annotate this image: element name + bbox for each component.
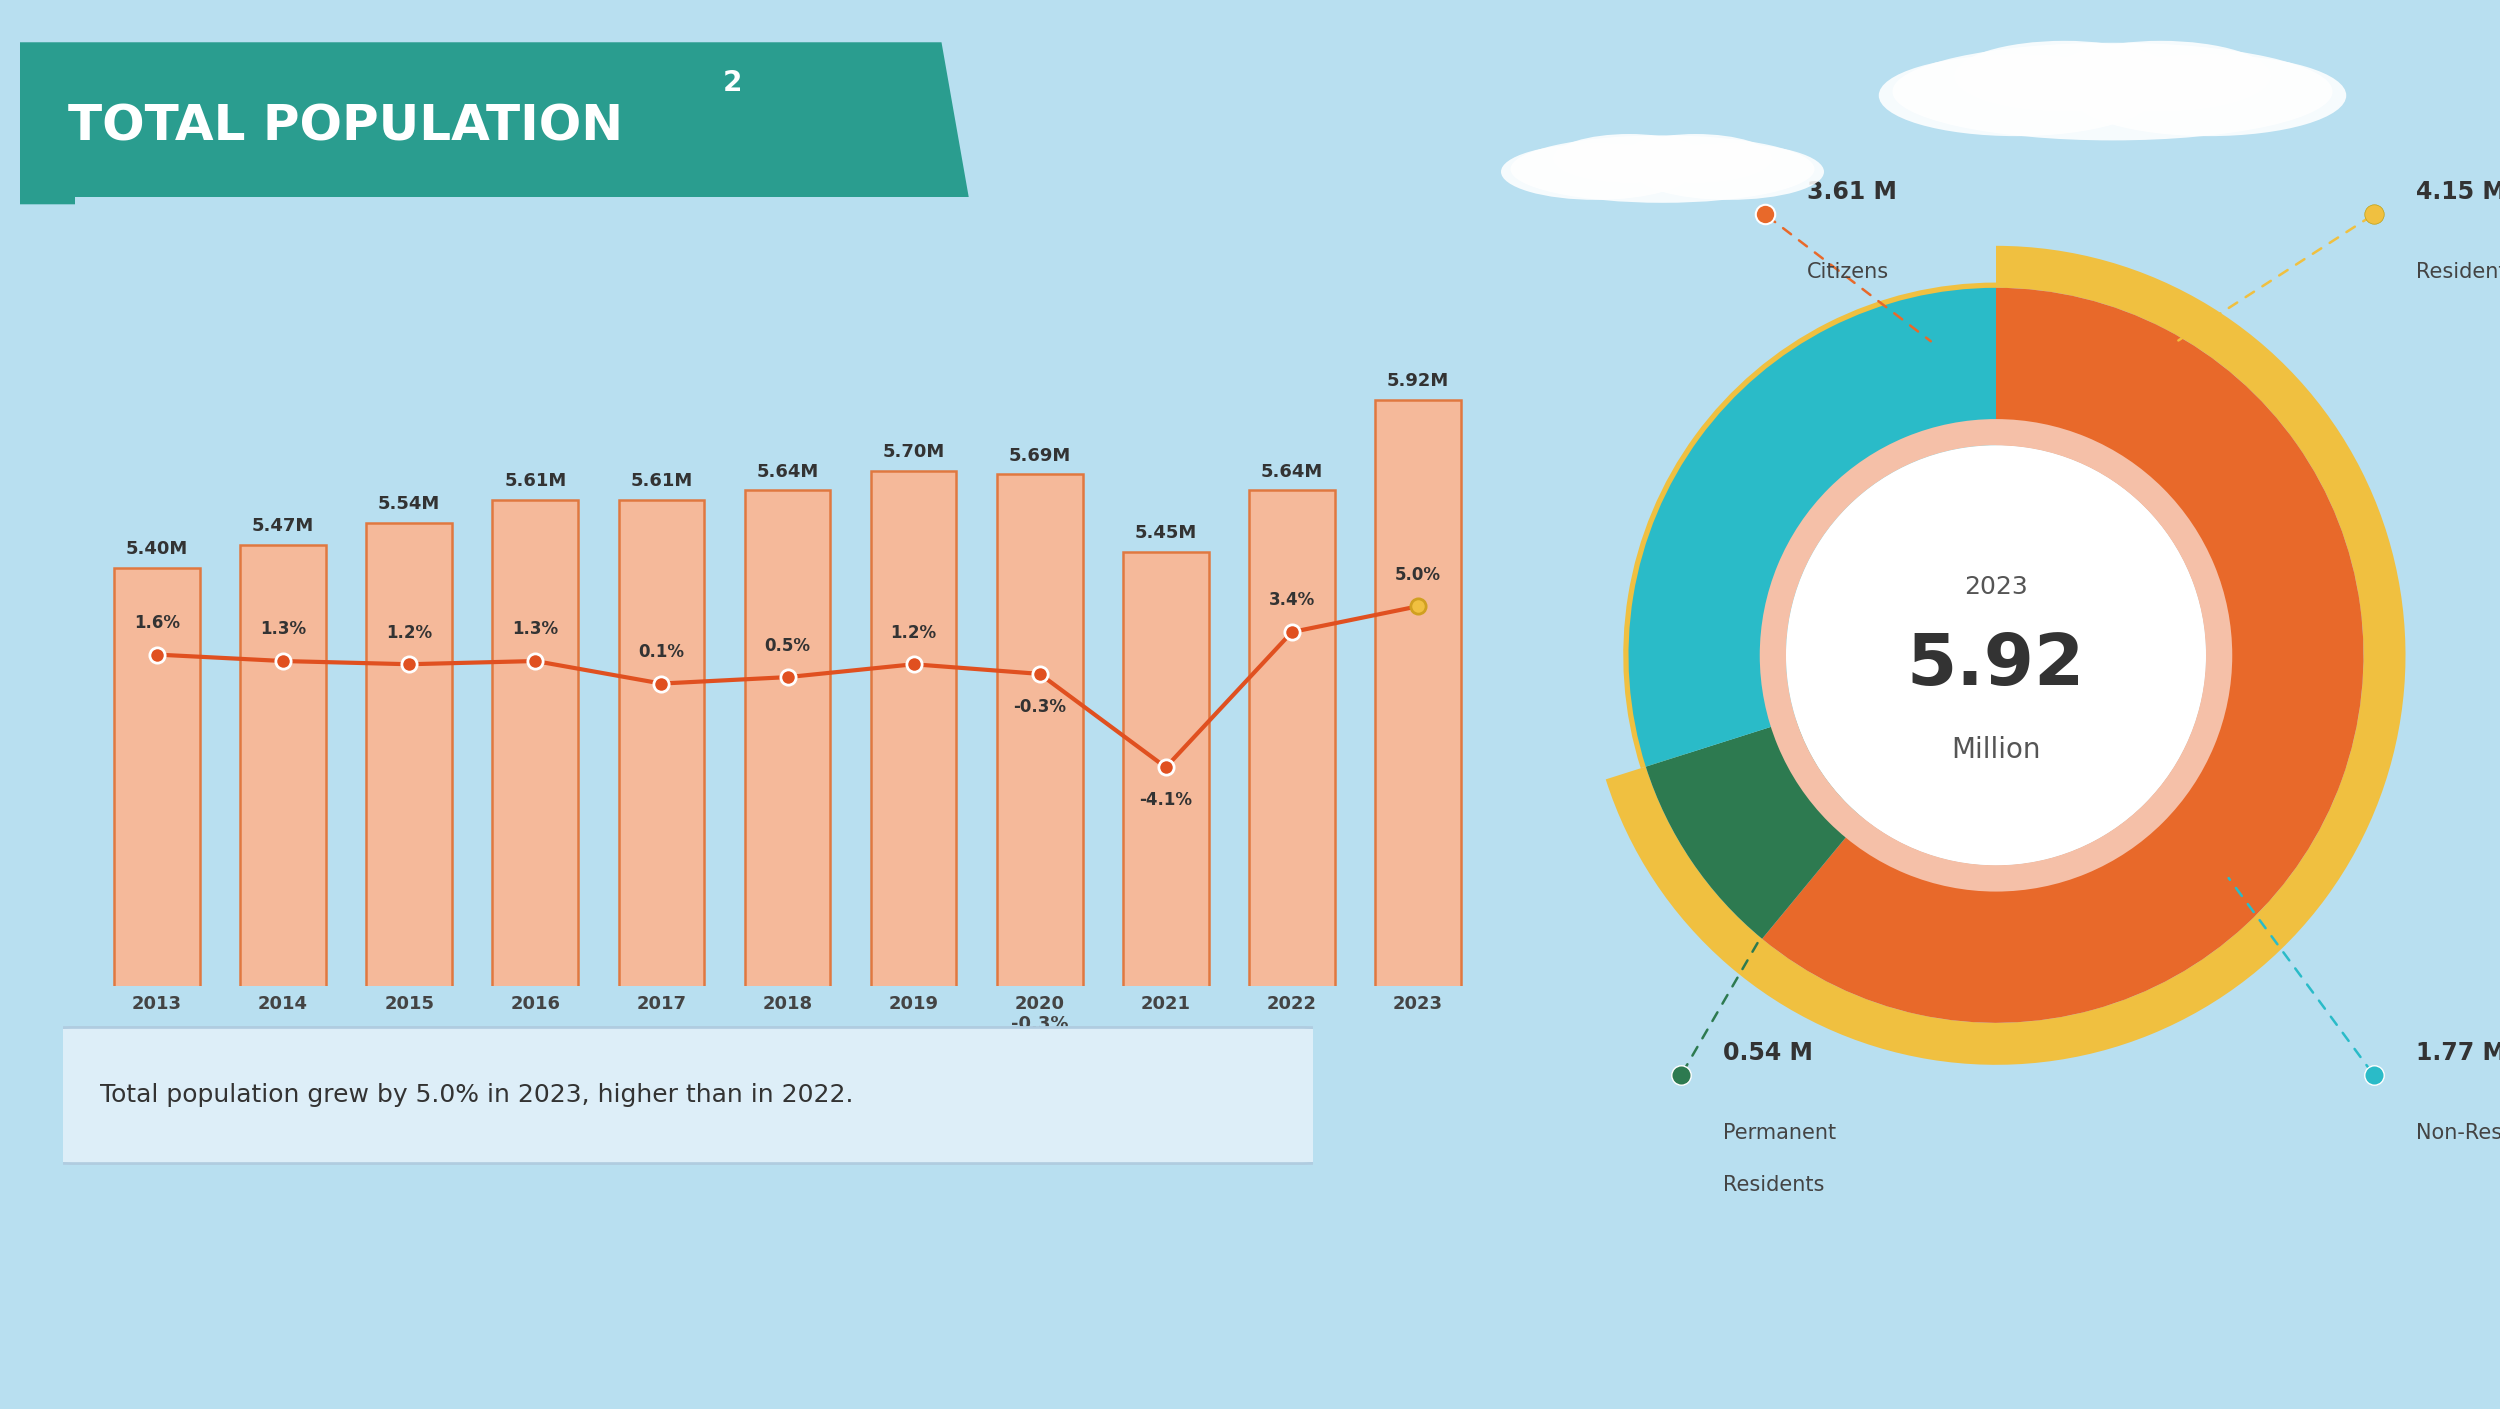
Bar (1122, 551, 1208, 1409)
Text: 5.40M: 5.40M (125, 540, 188, 558)
Text: 2: 2 (722, 69, 742, 97)
Ellipse shape (1892, 42, 2332, 141)
Ellipse shape (1510, 135, 1815, 203)
Text: 5.70M: 5.70M (882, 444, 945, 461)
Text: Non-Residents: Non-Residents (2415, 1123, 2500, 1143)
Text: 5.64M: 5.64M (758, 462, 818, 480)
Bar (115, 568, 200, 1409)
Bar (1375, 400, 1460, 1409)
Text: TOTAL POPULATION: TOTAL POPULATION (68, 103, 622, 151)
Text: 5.69M: 5.69M (1008, 447, 1070, 465)
Polygon shape (20, 42, 970, 204)
Bar (240, 545, 325, 1409)
Ellipse shape (2070, 55, 2345, 137)
Text: 5.0%: 5.0% (1395, 566, 1440, 583)
Text: -4.1%: -4.1% (1140, 792, 1192, 809)
Text: 1.77 M: 1.77 M (2415, 1041, 2500, 1065)
Text: 5.92M: 5.92M (1388, 372, 1450, 390)
Text: Citizens: Citizens (1808, 262, 1890, 282)
FancyBboxPatch shape (48, 1027, 1328, 1164)
Text: 4.15 M: 4.15 M (2415, 180, 2500, 204)
Bar (998, 475, 1082, 1409)
Text: 1.2%: 1.2% (385, 624, 432, 641)
Ellipse shape (1635, 144, 1825, 200)
Text: 5.47M: 5.47M (253, 517, 315, 535)
Text: 0.1%: 0.1% (638, 643, 685, 661)
Text: Million: Million (1952, 735, 2040, 764)
Text: 5.45M: 5.45M (1135, 524, 1198, 542)
Text: 5.61M: 5.61M (630, 472, 692, 490)
Text: 0.54 M: 0.54 M (1722, 1041, 1812, 1065)
Circle shape (1785, 445, 2205, 865)
Text: 1.3%: 1.3% (260, 620, 305, 638)
Text: -0.3%: -0.3% (1013, 697, 1065, 716)
Wedge shape (1762, 287, 2362, 1023)
Text: 1.6%: 1.6% (135, 614, 180, 633)
Text: 3.61 M: 3.61 M (1808, 180, 1898, 204)
Wedge shape (1628, 287, 1995, 766)
Wedge shape (1760, 418, 2232, 892)
Text: 1.3%: 1.3% (512, 620, 558, 638)
Ellipse shape (1620, 134, 1772, 183)
Ellipse shape (2050, 41, 2270, 111)
Wedge shape (1622, 283, 1995, 768)
Bar (870, 471, 958, 1409)
Bar (745, 490, 830, 1409)
Bar (368, 523, 452, 1409)
Bar (1250, 490, 1335, 1409)
Wedge shape (1645, 719, 1862, 938)
Ellipse shape (1500, 144, 1690, 200)
Text: 5.92: 5.92 (1908, 631, 2085, 700)
Text: 3.4%: 3.4% (1270, 592, 1315, 610)
Text: Residents: Residents (2415, 262, 2500, 282)
Bar (492, 500, 578, 1409)
Text: Residents: Residents (1722, 1175, 1825, 1195)
Wedge shape (1605, 245, 2405, 1065)
Ellipse shape (1880, 55, 2155, 137)
Text: 5.64M: 5.64M (1260, 462, 1322, 480)
Text: Permanent: Permanent (1722, 1123, 1835, 1143)
Text: Total population grew by 5.0% in 2023, higher than in 2022.: Total population grew by 5.0% in 2023, h… (100, 1084, 853, 1107)
Text: 0.5%: 0.5% (765, 637, 810, 655)
Text: 1.2%: 1.2% (890, 624, 938, 641)
Text: 5.54M: 5.54M (378, 495, 440, 513)
Ellipse shape (1955, 41, 2175, 111)
Text: 5.61M: 5.61M (505, 472, 568, 490)
Ellipse shape (1552, 134, 1705, 183)
Bar (618, 500, 705, 1409)
Text: 2023: 2023 (1965, 575, 2028, 599)
